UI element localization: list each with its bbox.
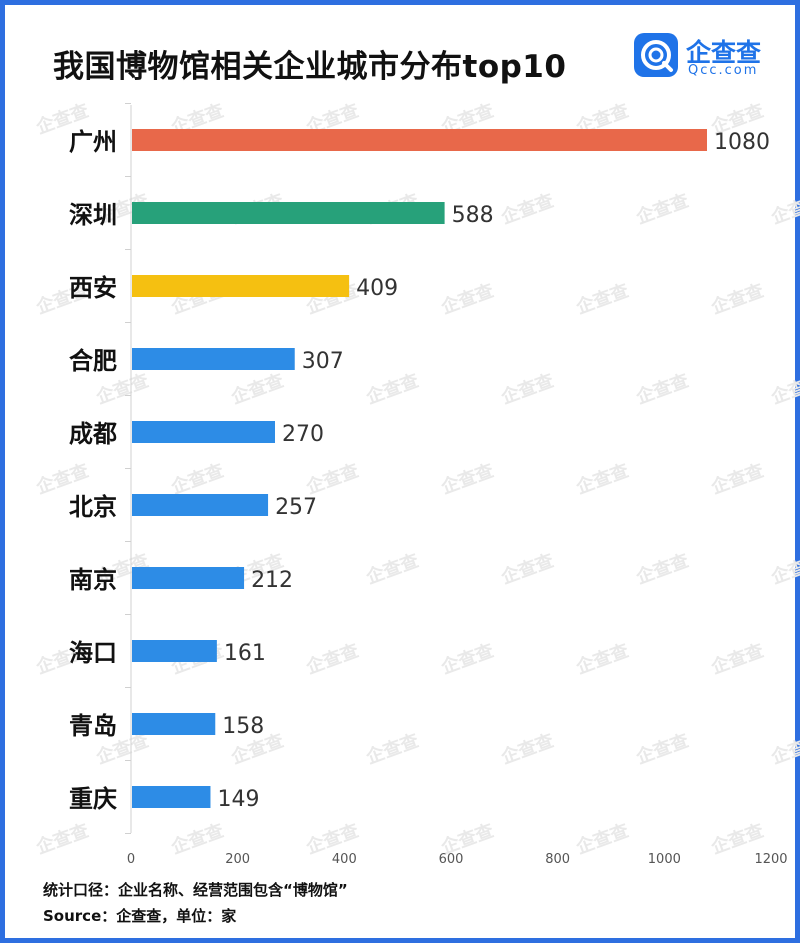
data-label: 158 (222, 714, 264, 739)
chart-title: 我国博物馆相关企业城市分布top10 (53, 49, 567, 85)
bar (132, 567, 245, 589)
bar (132, 786, 211, 808)
qcc-logo-icon (634, 33, 678, 77)
category-label: 重庆 (69, 785, 117, 813)
data-label: 307 (302, 349, 344, 374)
data-label: 161 (224, 641, 266, 666)
data-label: 270 (282, 422, 324, 447)
category-label: 海口 (69, 639, 117, 667)
category-label: 西安 (69, 274, 117, 302)
category-label: 北京 (69, 493, 117, 521)
bar (132, 275, 350, 297)
data-label: 588 (452, 203, 494, 228)
category-label: 深圳 (69, 201, 117, 229)
category-label: 合肥 (69, 347, 117, 375)
category-label: 广州 (69, 128, 117, 156)
x-tick-label: 1200 (754, 852, 787, 867)
category-label: 南京 (69, 566, 117, 594)
bar (132, 202, 445, 224)
bar (132, 129, 707, 151)
data-label: 149 (217, 787, 259, 812)
data-label: 1080 (714, 130, 770, 155)
bar (132, 348, 295, 370)
data-label: 257 (275, 495, 317, 520)
bar-chart: 广州 1080 深圳 588 西安 409 合肥 307 成都 270 北京 257 南京 212 海口 16… (69, 103, 788, 867)
category-label: 青岛 (69, 712, 117, 740)
category-label: 成都 (69, 420, 117, 448)
bar (132, 421, 275, 443)
bar (132, 640, 217, 662)
x-tick-label: 200 (225, 852, 250, 867)
logo-name-en: Qcc.com (688, 63, 759, 78)
footer-note-source: Source：企查查，单位：家 (43, 907, 237, 925)
x-tick-label: 800 (545, 852, 570, 867)
x-tick-label: 0 (127, 852, 135, 867)
data-label: 409 (356, 276, 398, 301)
data-label: 212 (251, 568, 293, 593)
x-tick-label: 1000 (648, 852, 681, 867)
qcc-logo: 企查查 Qcc.com (634, 33, 774, 81)
bar (132, 713, 216, 735)
logo-name-cn: 企查查 (686, 38, 762, 67)
footer-note-scope: 统计口径：企业名称、经营范围包含“博物馆” (43, 881, 348, 899)
bar (132, 494, 269, 516)
x-tick-label: 600 (439, 852, 464, 867)
x-tick-label: 400 (332, 852, 357, 867)
